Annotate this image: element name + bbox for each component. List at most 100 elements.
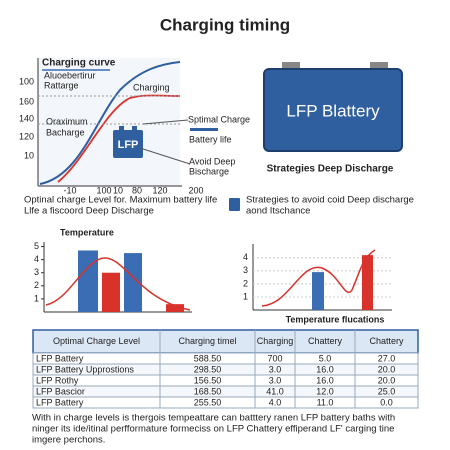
chart-title: Temperature bbox=[60, 227, 114, 237]
icon-label: LFP bbox=[118, 139, 139, 151]
table-cell: 20.0 bbox=[378, 375, 396, 385]
table-cell: 3.0 bbox=[269, 375, 282, 385]
table-cell: LFP Bascior bbox=[36, 386, 85, 396]
table-cell: 16.0 bbox=[316, 364, 334, 374]
battery-graphic: LFP Blattery bbox=[263, 62, 403, 152]
y-tick-label: 1 bbox=[34, 293, 39, 303]
note: Avoid Deep bbox=[189, 156, 235, 166]
table-cell: 156.50 bbox=[194, 375, 222, 385]
y-tick-label: 4 bbox=[34, 254, 39, 264]
note: Sptimal Charge bbox=[188, 114, 250, 124]
table-header-cell: Charging bbox=[257, 336, 294, 346]
x-tick-label: 80 bbox=[132, 185, 142, 195]
y-tick-label: 10 bbox=[24, 150, 34, 160]
table-cell: 0.0 bbox=[380, 397, 393, 407]
table-cell: 4.0 bbox=[269, 397, 282, 407]
y-tick-label: 1 bbox=[243, 291, 248, 301]
table-cell: 16.0 bbox=[316, 375, 334, 385]
table-cell: 5.0 bbox=[319, 353, 332, 363]
section-heading: Strategies Deep Discharge bbox=[267, 164, 394, 175]
fluctuation-curve bbox=[261, 249, 376, 307]
caption: Llfe a fiscoord Deep Discharge bbox=[24, 206, 154, 217]
bar bbox=[102, 272, 120, 312]
table-row-bg bbox=[32, 396, 419, 409]
footer-text: With in charge levels is thergois tempea… bbox=[32, 413, 395, 424]
table-header-cell: Optimal Charge Level bbox=[53, 336, 140, 346]
battery-label: LFP Blattery bbox=[286, 101, 380, 120]
table-cell: 41.0 bbox=[266, 386, 284, 396]
battery-body bbox=[263, 68, 403, 152]
charge-curve bbox=[39, 61, 181, 185]
pointer bbox=[142, 119, 189, 125]
table-cell: LFP Battery bbox=[36, 353, 84, 363]
chart-subtitle: Rattarge bbox=[44, 80, 79, 90]
y-tick-label: 3 bbox=[34, 267, 39, 277]
y-tick-label: 160 bbox=[19, 96, 34, 106]
note: Bacharge bbox=[46, 127, 85, 137]
y-tick-label: 5 bbox=[34, 241, 39, 251]
table-cell: 588.50 bbox=[194, 353, 222, 363]
note-bar bbox=[190, 128, 218, 131]
strategy-note: aond Itschance bbox=[246, 206, 310, 217]
note: Oraximum bbox=[46, 116, 88, 126]
x-tick-label: 120 bbox=[152, 185, 167, 195]
y-tick-label: 2 bbox=[34, 280, 39, 290]
table-cell: 25.0 bbox=[378, 386, 396, 396]
table-cell: 255.50 bbox=[194, 397, 222, 407]
table-cell: LFP Battery Upprostions bbox=[36, 364, 134, 374]
icon-terminal bbox=[119, 126, 124, 130]
table-cell: 12.0 bbox=[316, 386, 334, 396]
footer-text: ninger its ide/itinal perfformature form… bbox=[32, 424, 394, 435]
lfp-icon bbox=[113, 130, 143, 158]
y-tick-label: 120 bbox=[19, 131, 34, 141]
bar bbox=[78, 250, 98, 312]
caption: Optinal charge Level for. Maximum batter… bbox=[24, 195, 217, 206]
table-cell: 298.50 bbox=[194, 364, 222, 374]
note: Battery life bbox=[189, 134, 232, 144]
page-title: Charging timing bbox=[160, 15, 290, 34]
temperature-curve bbox=[45, 257, 191, 311]
strategy-note: Strategies to avoid coid Deep discharge bbox=[246, 195, 414, 206]
note: Bischarge bbox=[189, 166, 229, 176]
bar bbox=[124, 253, 142, 312]
data-table: Optimal Charge Level Charging timel Chargi… bbox=[32, 329, 419, 409]
x-tick-label: -10 bbox=[63, 185, 76, 195]
table-cell: 168.50 bbox=[194, 386, 222, 396]
table-row-bg bbox=[32, 352, 419, 365]
bar bbox=[312, 272, 324, 310]
bar bbox=[166, 304, 184, 312]
pointer bbox=[139, 147, 191, 165]
voltage-curve bbox=[57, 94, 181, 183]
fluctuation-chart: 4 3 2 1 bbox=[243, 252, 392, 310]
curve-label: Charging bbox=[133, 82, 170, 92]
table-cell: 27.0 bbox=[378, 353, 396, 363]
chart-title: Charging curve bbox=[42, 58, 116, 69]
y-tick-label: 100 bbox=[19, 76, 34, 86]
icon-terminal bbox=[132, 126, 137, 130]
table-cell: LFP Rothy bbox=[36, 375, 79, 385]
terminal bbox=[282, 62, 300, 71]
table-cell: 3.0 bbox=[269, 364, 282, 374]
table-header-cell: Charging timel bbox=[178, 336, 236, 346]
y-tick-label: 140 bbox=[19, 113, 34, 123]
chart-subtitle: Aluoebertirur bbox=[44, 70, 96, 80]
table-cell: LFP Battery bbox=[36, 397, 84, 407]
table-header-cell: Chattery bbox=[308, 336, 343, 346]
chart-title: Temperature flucations bbox=[286, 314, 385, 324]
terminal bbox=[370, 62, 388, 71]
y-tick-label: 4 bbox=[243, 252, 248, 262]
table-cell: 700 bbox=[267, 353, 282, 363]
footer-text: imgere perchons. bbox=[32, 435, 105, 446]
table-row-bg bbox=[32, 385, 419, 398]
temperature-chart: 5 4 3 2 1 bbox=[34, 241, 184, 312]
plot-area bbox=[38, 58, 180, 186]
y-tick-label: 3 bbox=[243, 265, 248, 275]
x-tick-label: 10 bbox=[113, 185, 123, 195]
y-tick-label: 2 bbox=[243, 278, 248, 288]
table-row-bg bbox=[32, 374, 419, 387]
strategy-icon bbox=[229, 198, 240, 211]
table-cell: 20.0 bbox=[378, 364, 396, 374]
table-cell: 11.0 bbox=[317, 397, 334, 407]
charging-curve-chart: Charging curve Aluoebertirur Rattarge Ch… bbox=[37, 58, 250, 187]
